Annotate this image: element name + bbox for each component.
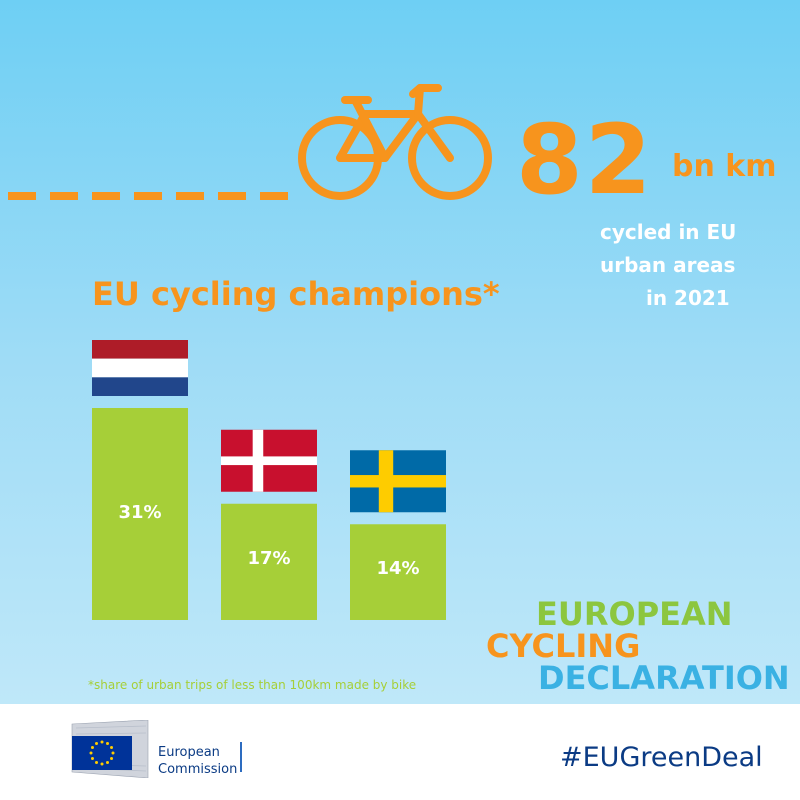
org-name-line: European bbox=[158, 745, 220, 760]
chart-footnote: *share of urban trips of less than 100km… bbox=[88, 678, 417, 692]
bar-value-label: 14% bbox=[376, 558, 419, 579]
eu-star-icon bbox=[100, 762, 104, 766]
eu-star-icon bbox=[89, 751, 93, 755]
eu-star-icon bbox=[95, 761, 98, 765]
stat-unit: bn km bbox=[672, 149, 777, 184]
european-commission-name: European Commission bbox=[158, 744, 237, 778]
eu-star-icon bbox=[110, 746, 114, 749]
stat-caption: cycled in EU urban areas in 2021 bbox=[600, 216, 790, 315]
eu-star-icon bbox=[95, 741, 98, 745]
stat-caption-line: in 2021 bbox=[646, 286, 730, 310]
european-commission-logo bbox=[71, 720, 149, 778]
eu-star-icon bbox=[106, 761, 109, 765]
netherlands-flag-icon bbox=[92, 340, 188, 396]
denmark-flag-icon bbox=[221, 429, 317, 492]
bicycle-icon bbox=[8, 84, 492, 200]
chart-title: EU cycling champions* bbox=[92, 275, 500, 313]
logo-line-european: EUROPEAN bbox=[536, 595, 733, 633]
bar-value-label: 17% bbox=[247, 548, 290, 569]
stat-value: 82 bbox=[516, 104, 654, 216]
eu-star-icon bbox=[110, 757, 114, 760]
logo-line-declaration: DECLARATION bbox=[538, 659, 790, 697]
org-name-line: Commission bbox=[158, 762, 238, 777]
eu-star-icon bbox=[90, 746, 94, 749]
eu-star-icon bbox=[111, 751, 115, 755]
bar-denmark bbox=[221, 503, 317, 620]
sweden-flag-icon bbox=[350, 450, 446, 513]
logo-line-cycling: CYCLING bbox=[486, 627, 641, 665]
stat-caption-line: urban areas bbox=[600, 253, 736, 277]
bar-sweden bbox=[350, 524, 446, 620]
stat-caption-line: cycled in EU bbox=[600, 220, 737, 244]
footer-divider bbox=[240, 742, 242, 772]
eu-star-icon bbox=[90, 757, 94, 760]
bar-value-label: 31% bbox=[118, 502, 161, 523]
hashtag[interactable]: #EUGreenDeal bbox=[560, 742, 763, 773]
eu-star-icon bbox=[100, 740, 104, 744]
bar-netherlands bbox=[92, 408, 188, 620]
bar-chart: 31% 17% 14% bbox=[92, 340, 446, 620]
european-cycling-declaration-logo: EUROPEAN CYCLING DECLARATION bbox=[486, 598, 790, 694]
eu-star-icon bbox=[106, 741, 109, 745]
